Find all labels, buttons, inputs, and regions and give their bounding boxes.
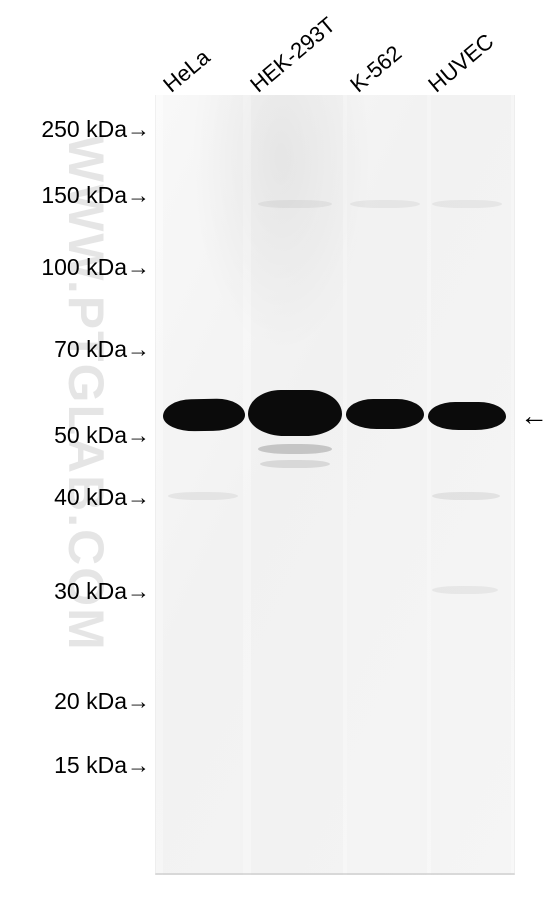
faint-band <box>432 586 498 594</box>
faint-band <box>260 460 330 468</box>
blot-membrane <box>155 95 515 875</box>
watermark-text: WWW.PTGLAB.COM <box>57 135 115 652</box>
faint-band <box>432 200 502 208</box>
faint-band <box>168 492 238 500</box>
lane-label: HeLa <box>158 44 215 98</box>
band-lane-4 <box>428 402 506 430</box>
band-lane-3 <box>346 399 424 429</box>
faint-band <box>350 200 420 208</box>
lane-label: HEK-293T <box>245 12 340 98</box>
faint-band <box>432 492 500 500</box>
mw-label: 15 kDa→ <box>54 752 150 779</box>
band-lane-1 <box>163 398 246 431</box>
lane-label: K-562 <box>345 40 407 98</box>
mw-label: 20 kDa→ <box>54 688 150 715</box>
result-arrow-icon: ← <box>520 400 548 432</box>
faint-band <box>258 200 332 208</box>
lane-label: HUVEC <box>423 29 499 98</box>
band-lane-2 <box>248 390 342 436</box>
faint-band <box>258 444 332 454</box>
